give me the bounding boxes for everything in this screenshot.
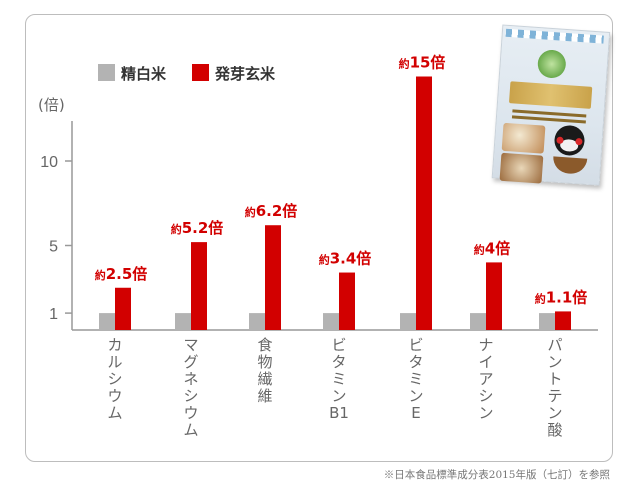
bar-germinated-brown-rice — [555, 311, 571, 330]
bar-germinated-brown-rice — [416, 76, 432, 330]
x-category-label: カルシウム — [107, 336, 122, 422]
bar-germinated-brown-rice — [339, 272, 355, 330]
bar-data-label: 約15倍 — [399, 54, 446, 72]
bar-data-label: 約3.4倍 — [319, 250, 372, 268]
x-category-label: ビタミン E — [408, 336, 423, 422]
bar-refined-rice — [99, 313, 115, 330]
legend-label: 精白米 — [121, 65, 167, 83]
bar-refined-rice — [175, 313, 191, 330]
footnote: ※日本食品標準成分表2015年版（七訂）を参照 — [383, 469, 610, 481]
bar-germinated-brown-rice — [486, 262, 502, 330]
bar-germinated-brown-rice — [191, 242, 207, 330]
x-category-label: ビタミン B1 — [329, 336, 349, 422]
y-tick-label: 5 — [49, 239, 58, 256]
bar-data-label: 約1.1倍 — [535, 288, 588, 306]
bar-refined-rice — [249, 313, 265, 330]
bar-germinated-brown-rice — [115, 287, 131, 330]
bar-refined-rice — [323, 313, 339, 330]
x-category-label: 食物繊維 — [257, 336, 272, 405]
bar-data-label: 約2.5倍 — [95, 265, 148, 283]
legend-swatch — [98, 64, 115, 81]
x-category-label: マグネシウム — [183, 336, 198, 439]
bar-refined-rice — [470, 313, 486, 330]
legend-swatch — [192, 64, 209, 81]
bar-refined-rice — [539, 313, 555, 330]
bar-data-label: 約4倍 — [474, 239, 510, 257]
bar-data-label: 約6.2倍 — [245, 202, 298, 220]
legend-label: 発芽玄米 — [214, 65, 276, 83]
x-category-label: パントテン酸 — [547, 336, 562, 439]
x-category-label: ナイアシン — [478, 336, 493, 422]
zassen-rice-package-icon — [491, 24, 611, 186]
bar-refined-rice — [400, 313, 416, 330]
bar-data-label: 約5.2倍 — [171, 219, 224, 237]
y-tick-label: 1 — [49, 306, 58, 323]
bar-germinated-brown-rice — [265, 225, 281, 330]
y-tick-label: 10 — [40, 154, 58, 171]
y-axis-label: (倍) — [38, 96, 65, 114]
